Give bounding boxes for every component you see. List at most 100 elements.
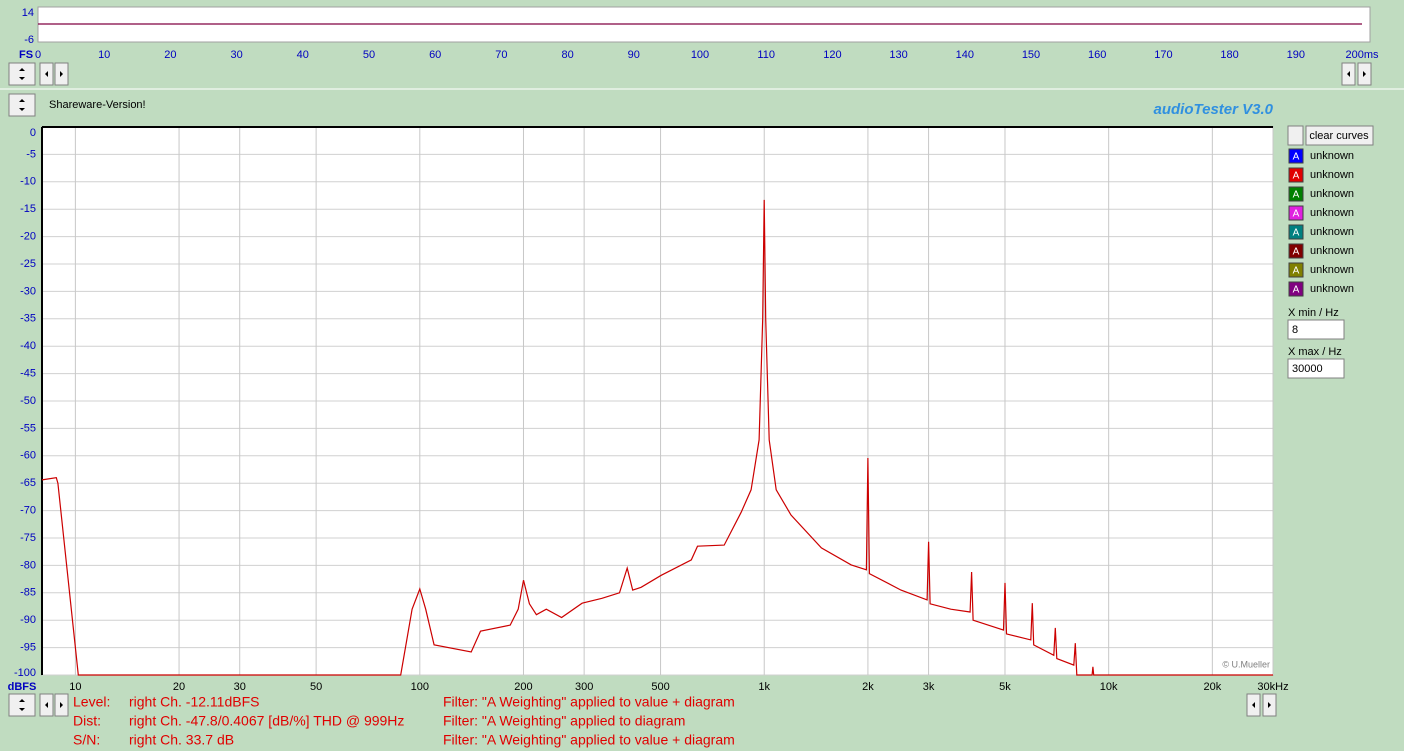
scroll-arrow[interactable] xyxy=(1347,71,1350,77)
curve-swatch[interactable] xyxy=(1288,224,1304,240)
status-text: right Ch. -12.11dBFS xyxy=(129,694,259,710)
scroll-arrow[interactable] xyxy=(45,702,48,708)
curve-name: unknown xyxy=(1310,283,1354,295)
spin-button[interactable] xyxy=(8,93,36,117)
curve-swatch[interactable] xyxy=(1288,186,1304,202)
curve-swatch[interactable] xyxy=(1288,167,1304,183)
spin-button[interactable] xyxy=(8,693,36,717)
spin-up[interactable] xyxy=(19,68,25,71)
x-tick-label: 70 xyxy=(495,49,507,61)
xmax-value[interactable]: 30000 xyxy=(1292,363,1323,375)
x-tick-label: 180 xyxy=(1220,49,1238,61)
x-tick-label: 2k xyxy=(862,681,874,693)
xmin-input[interactable] xyxy=(1287,319,1345,340)
y-tick-label: -15 xyxy=(20,203,36,215)
status-text: right Ch. 33.7 dB xyxy=(129,732,234,748)
x-tick-label: 140 xyxy=(956,49,974,61)
x-tick-label: 30kHz xyxy=(1257,681,1288,693)
x-tick-label: 130 xyxy=(889,49,907,61)
curve-letter[interactable]: A xyxy=(1293,209,1300,220)
curve-swatch[interactable] xyxy=(1288,281,1304,297)
x-tick-label: 120 xyxy=(823,49,841,61)
y-tick-label: -95 xyxy=(20,642,36,654)
annotation: © U.Mueller xyxy=(1222,659,1270,669)
x-tick-label: 20k xyxy=(1203,681,1221,693)
clear-button[interactable] xyxy=(1305,125,1374,146)
spin-down[interactable] xyxy=(19,77,25,80)
y-tick-label: -55 xyxy=(20,422,36,434)
data-line xyxy=(41,199,1273,676)
scroll-arrow[interactable] xyxy=(1268,702,1271,708)
curve-letter[interactable]: A xyxy=(1293,247,1300,258)
scroll-arrow[interactable] xyxy=(60,702,63,708)
x-tick-label: 200ms xyxy=(1345,49,1379,61)
curve-swatch[interactable] xyxy=(1288,262,1304,278)
x-tick-label: 10 xyxy=(98,49,110,61)
curve-name: unknown xyxy=(1310,226,1354,238)
x-tick-label: 0 xyxy=(35,49,41,61)
y-tick-label: -30 xyxy=(20,285,36,297)
curve-letter[interactable]: A xyxy=(1293,171,1300,182)
app-title: audioTester V3.0 xyxy=(1154,101,1274,118)
spin-button[interactable] xyxy=(8,62,36,86)
x-tick-label: 100 xyxy=(691,49,709,61)
curve-name: unknown xyxy=(1310,264,1354,276)
x-tick-label: 20 xyxy=(173,681,185,693)
curve-letter[interactable]: A xyxy=(1293,152,1300,163)
y-tick-label: -85 xyxy=(20,587,36,599)
x-tick-label: 50 xyxy=(310,681,322,693)
x-tick-label: 100 xyxy=(411,681,429,693)
curve-swatch[interactable] xyxy=(1288,243,1304,259)
y-tick-label: -35 xyxy=(20,313,36,325)
y-tick-label: -20 xyxy=(20,231,36,243)
scroll-arrow[interactable] xyxy=(1252,702,1255,708)
curve-name: unknown xyxy=(1310,207,1354,219)
y-tick-label: 0 xyxy=(30,127,36,139)
x-tick-label: 50 xyxy=(363,49,375,61)
status-text: Filter: "A Weighting" applied to value +… xyxy=(443,694,735,710)
spin-down[interactable] xyxy=(19,708,25,711)
clear-button-label[interactable]: clear curves xyxy=(1309,130,1369,142)
y-tick-label: -45 xyxy=(20,368,36,380)
curve-letter[interactable]: A xyxy=(1293,228,1300,239)
curve-swatch[interactable] xyxy=(1288,205,1304,221)
spin-up[interactable] xyxy=(19,699,25,702)
curve-letter[interactable]: A xyxy=(1293,190,1300,201)
x-tick-label: 110 xyxy=(757,49,775,61)
y-tick-label: -90 xyxy=(20,614,36,626)
spin-button[interactable] xyxy=(1287,125,1304,146)
status-text: S/N: xyxy=(73,732,100,748)
curve-name: unknown xyxy=(1310,169,1354,181)
y-tick-label: -40 xyxy=(20,340,36,352)
xmax-label: X max / Hz xyxy=(1288,346,1342,358)
x-tick-label: 80 xyxy=(561,49,573,61)
status-text: Filter: "A Weighting" applied to value +… xyxy=(443,732,735,748)
spin-down[interactable] xyxy=(19,108,25,111)
xmin-value[interactable]: 8 xyxy=(1292,324,1298,336)
xmax-input[interactable] xyxy=(1287,358,1345,379)
x-tick-label: 160 xyxy=(1088,49,1106,61)
scroll-arrow[interactable] xyxy=(1363,71,1366,77)
curve-name: unknown xyxy=(1310,188,1354,200)
status-text: Level: xyxy=(73,694,110,710)
x-tick-label: 3k xyxy=(923,681,935,693)
curve-name: unknown xyxy=(1310,150,1354,162)
curve-letter[interactable]: A xyxy=(1293,285,1300,296)
status-text: right Ch. -47.8/0.4067 [dB/%] THD @ 999H… xyxy=(129,713,404,729)
scroll-arrow[interactable] xyxy=(45,71,48,77)
y-tick-label: -70 xyxy=(20,505,36,517)
x-tick-label: 190 xyxy=(1287,49,1305,61)
curve-letter[interactable]: A xyxy=(1293,266,1300,277)
curve-swatch[interactable] xyxy=(1288,148,1304,164)
x-tick-label: 5k xyxy=(999,681,1011,693)
y-tick-label: -100 xyxy=(14,667,36,679)
spin-up[interactable] xyxy=(19,99,25,102)
x-tick-label: 10k xyxy=(1100,681,1118,693)
y-tick-label: -60 xyxy=(20,450,36,462)
y-tick-label: -5 xyxy=(26,148,36,160)
x-tick-label: 10 xyxy=(69,681,81,693)
scroll-arrow[interactable] xyxy=(60,71,63,77)
xmin-label: X min / Hz xyxy=(1288,307,1339,319)
y-tick-label: -25 xyxy=(20,258,36,270)
